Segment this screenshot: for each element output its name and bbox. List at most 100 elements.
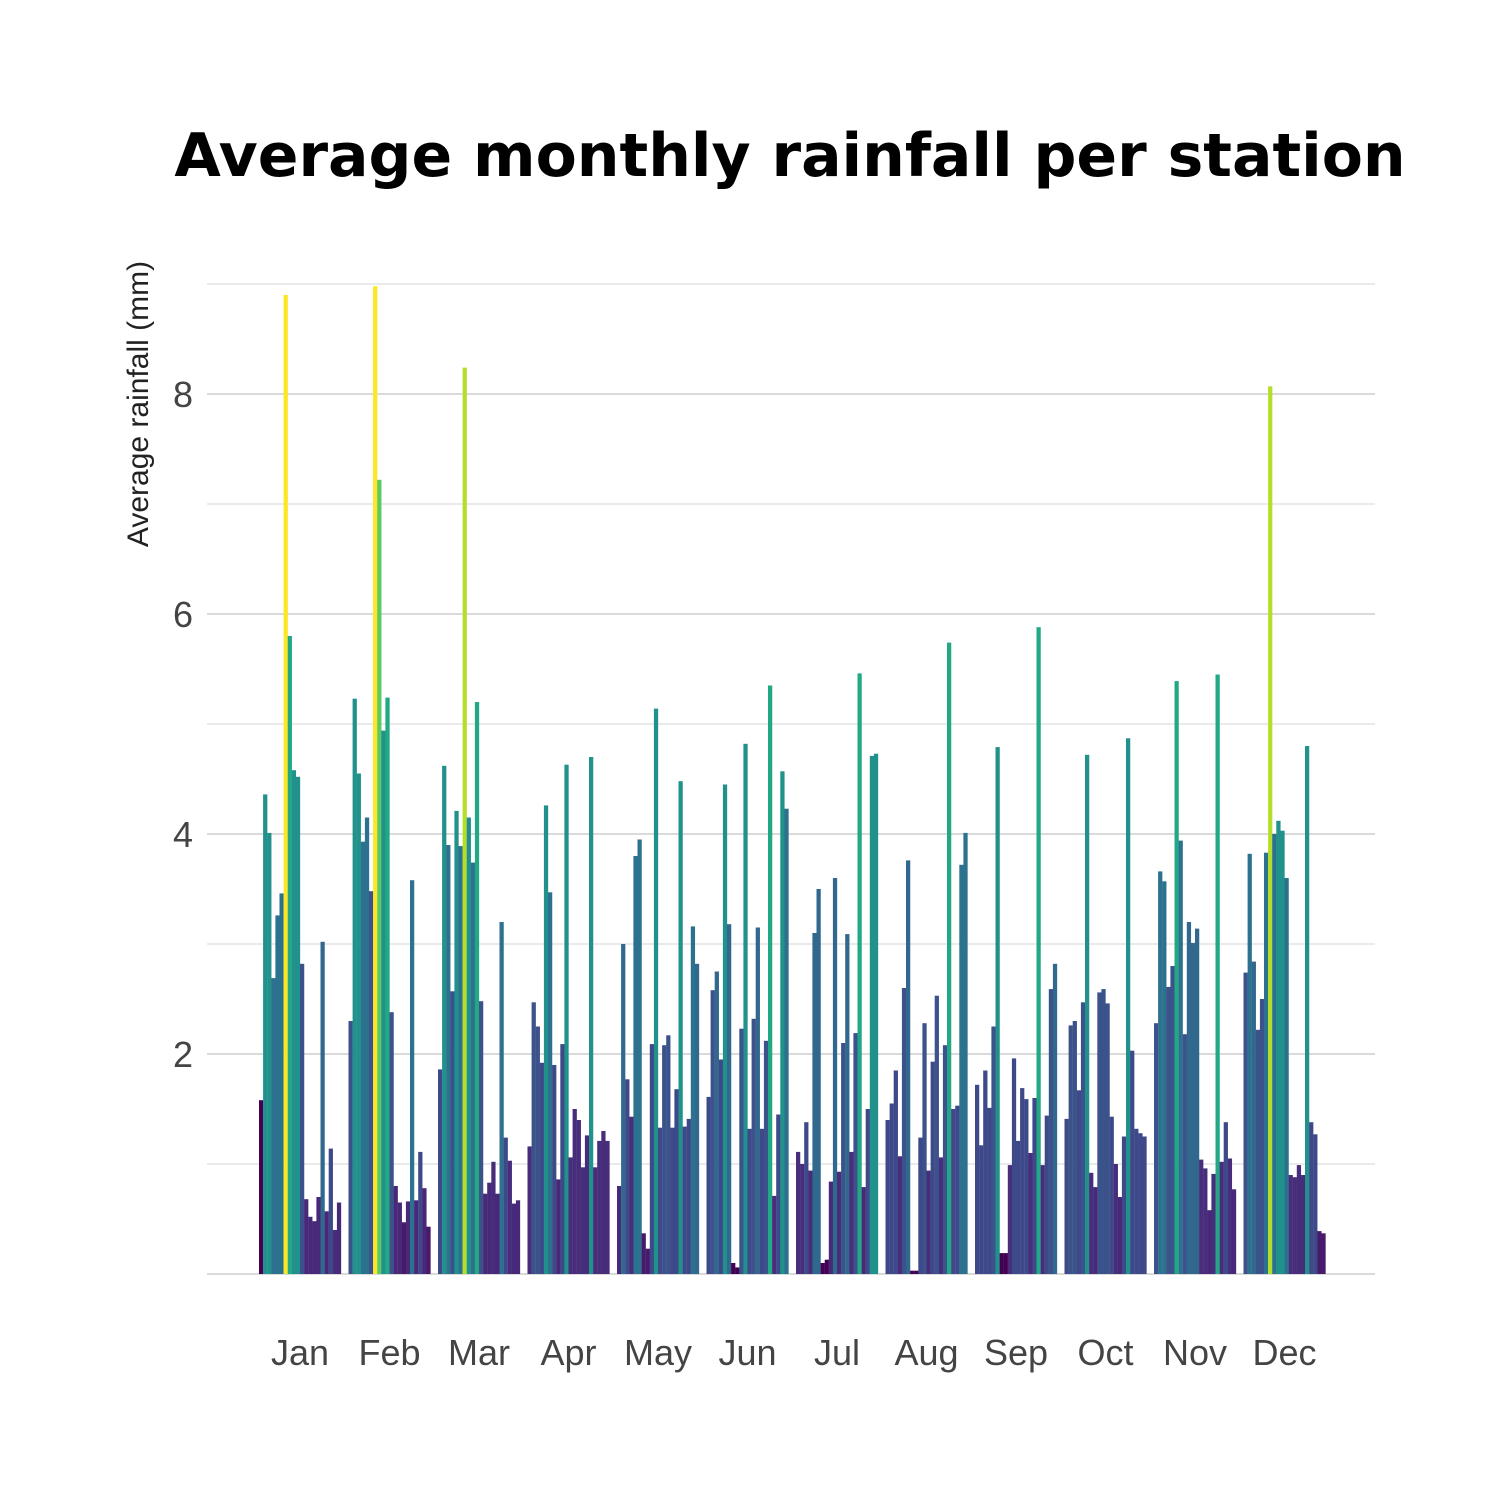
bar-sep-station-18	[1044, 1115, 1049, 1274]
x-tick-label: Jun	[718, 1332, 776, 1373]
bar-jun-station-16	[768, 685, 773, 1274]
bar-sep-station-5	[991, 1026, 996, 1274]
bar-aug-station-7	[910, 1270, 915, 1274]
bar-jul-station-19	[869, 755, 875, 1274]
bar-mar-station-10	[474, 702, 480, 1274]
bar-jul-station-4	[808, 1170, 813, 1274]
bar-apr-station-9	[560, 1044, 565, 1274]
x-tick-label: May	[624, 1332, 692, 1373]
y-tick-label: 8	[173, 374, 193, 415]
bar-nov-station-5	[1170, 966, 1175, 1274]
bar-may-station-16	[678, 781, 683, 1274]
bar-jan-station-3	[267, 832, 272, 1274]
x-tick-labels: Jan Feb Mar Apr May Jun Jul Aug Sep Oct Nov Dec	[271, 1332, 1317, 1373]
bar-nov-station-2	[1158, 871, 1163, 1274]
bars	[259, 286, 1326, 1275]
bar-jun-station-1	[706, 1096, 711, 1274]
bar-dec-station-16	[1305, 746, 1310, 1274]
bar-nov-station-8	[1182, 1034, 1187, 1274]
bar-jul-station-7	[820, 1263, 825, 1274]
bar-dec-station-5	[1259, 999, 1265, 1274]
bar-may-station-1	[617, 1186, 622, 1274]
bar-apr-station-19	[601, 1131, 606, 1274]
bar-oct-station-9	[1097, 992, 1102, 1274]
bar-may-station-5	[633, 856, 638, 1274]
bar-mar-station-9	[470, 862, 476, 1274]
bar-apr-station-17	[593, 1167, 598, 1274]
bar-feb-station-11	[389, 1012, 394, 1274]
bar-apr-station-12	[572, 1109, 577, 1274]
bar-feb-station-18	[418, 1151, 423, 1274]
bar-jun-station-18	[776, 1114, 781, 1274]
bar-feb-station-15	[405, 1201, 411, 1274]
bar-nov-station-6	[1174, 681, 1179, 1274]
bar-jul-station-20	[873, 753, 879, 1274]
bar-jan-station-13	[308, 1216, 313, 1274]
bar-apr-station-2	[531, 1002, 536, 1274]
bar-apr-station-5	[543, 805, 549, 1274]
bar-jun-station-5	[722, 784, 728, 1274]
bar-apr-station-8	[556, 1179, 561, 1274]
bar-jan-station-7	[283, 295, 288, 1274]
bar-aug-station-9	[918, 1137, 923, 1274]
bar-aug-station-4	[897, 1156, 903, 1274]
bar-jun-station-7	[731, 1263, 736, 1274]
bar-sep-station-13	[1024, 1099, 1029, 1274]
bar-jan-station-2	[263, 794, 268, 1274]
bar-dec-station-12	[1288, 1175, 1293, 1274]
bar-feb-station-7	[373, 286, 378, 1274]
x-tick-label: Mar	[448, 1332, 510, 1373]
bar-jun-station-19	[780, 771, 785, 1274]
bar-aug-station-18	[955, 1105, 960, 1274]
bar-aug-station-20	[963, 832, 968, 1274]
bar-may-station-17	[682, 1126, 687, 1274]
bar-jun-station-3	[714, 971, 719, 1274]
bar-mar-station-2	[442, 765, 447, 1274]
bar-aug-station-13	[934, 995, 939, 1274]
bar-feb-station-3	[356, 773, 361, 1274]
bar-oct-station-16	[1126, 738, 1131, 1274]
bar-aug-station-5	[901, 988, 907, 1274]
bar-jun-station-2	[710, 990, 715, 1274]
x-tick-label: Oct	[1077, 1332, 1133, 1373]
bar-nov-station-18	[1223, 1122, 1228, 1274]
bar-apr-station-15	[584, 1135, 590, 1274]
bar-sep-station-7	[999, 1253, 1004, 1274]
bar-mar-station-15	[495, 1193, 500, 1274]
bar-dec-station-6	[1264, 852, 1269, 1274]
bar-dec-station-8	[1272, 834, 1277, 1274]
bar-jul-station-12	[841, 1043, 846, 1274]
bar-aug-station-15	[942, 1045, 948, 1274]
bar-sep-station-19	[1048, 989, 1054, 1274]
x-tick-label: Apr	[540, 1332, 596, 1373]
bar-feb-station-2	[352, 698, 357, 1274]
bar-may-station-8	[645, 1248, 650, 1274]
bar-aug-station-3	[893, 1070, 898, 1274]
bar-sep-station-4	[987, 1107, 992, 1274]
bar-jul-station-1	[796, 1151, 801, 1274]
bar-mar-station-18	[507, 1160, 512, 1274]
bar-aug-station-1	[885, 1120, 890, 1274]
bar-may-station-7	[641, 1233, 646, 1274]
bar-mar-station-13	[487, 1182, 492, 1274]
bar-apr-station-10	[564, 764, 569, 1274]
bar-apr-station-1	[527, 1146, 532, 1274]
bar-may-station-11	[658, 1127, 663, 1274]
bar-may-station-9	[649, 1044, 655, 1274]
bar-jun-station-14	[759, 1128, 765, 1274]
bar-jun-station-13	[755, 927, 760, 1274]
bar-oct-station-13	[1113, 1164, 1118, 1274]
bar-oct-station-6	[1085, 754, 1090, 1274]
bar-mar-station-6	[458, 846, 463, 1274]
x-tick-label: Aug	[894, 1332, 958, 1373]
bar-nov-station-9	[1186, 922, 1192, 1274]
bar-apr-station-3	[535, 1026, 540, 1274]
bar-sep-station-11	[1016, 1140, 1021, 1274]
bar-feb-station-10	[385, 697, 390, 1274]
y-tick-label: 2	[173, 1034, 193, 1075]
bar-jun-station-15	[763, 1040, 769, 1274]
bar-nov-station-19	[1227, 1158, 1233, 1274]
bar-jul-station-13	[845, 934, 850, 1274]
bar-feb-station-20	[426, 1226, 431, 1274]
